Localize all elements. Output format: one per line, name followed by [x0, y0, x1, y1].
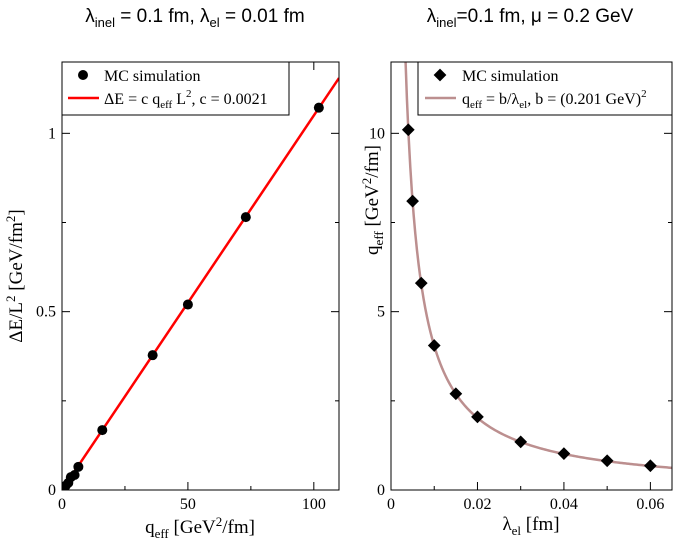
right-data-point [557, 447, 571, 460]
right-legend: MC simulation qeff = b/λel, b = (0.201 G… [417, 61, 673, 116]
right-y-tick-label: 5 [377, 304, 385, 321]
right-x-tick-label: 0.06 [636, 496, 664, 513]
left-data-point [182, 299, 193, 310]
left-legend-mc-label: MC simulation [104, 68, 200, 85]
left-legend-fit-label: ΔE = c qeff L2, c = 0.0021 [104, 88, 268, 111]
left-y-tick-label: 0.5 [36, 304, 56, 321]
right-legend-mc-marker [433, 68, 447, 82]
right-data-point [600, 454, 614, 468]
right-x-tick-label: 0 [387, 496, 395, 513]
left-data-point [147, 350, 158, 361]
right-title: λinel=0.1 fm, μ = 0.2 GeV [427, 6, 634, 30]
right-x-tick-label: 0.04 [550, 496, 578, 513]
left-data-point [240, 212, 251, 223]
right-panel: λinel=0.1 fm, μ = 0.2 GeV 0 0.02 0.04 0.06 0… [359, 6, 673, 538]
left-y-axis-label: ΔE/L2 [GeV/fm2] [3, 209, 27, 342]
left-data-point [69, 470, 80, 481]
right-fit-curve [404, 62, 672, 470]
right-x-tick-label: 0.02 [463, 496, 491, 513]
left-data-point [313, 102, 324, 113]
left-x-axis-label: qeff [GeV2/fm] [145, 514, 255, 541]
left-x-tick-label: 0 [58, 496, 66, 513]
right-data-point [414, 276, 428, 290]
left-x-tick-label: 50 [180, 496, 196, 513]
left-title: λinel = 0.1 fm, λel = 0.01 fm [85, 6, 304, 30]
left-legend-box [61, 61, 290, 116]
right-legend-box [417, 61, 673, 116]
right-y-tick-label: 10 [369, 125, 385, 142]
left-data-point [97, 425, 108, 436]
right-data-point [427, 339, 441, 352]
right-data-point [471, 410, 484, 424]
left-panel: λinel = 0.1 fm, λel = 0.01 fm 0 50 100 0 0.5… [3, 6, 340, 541]
right-plot-frame [390, 61, 673, 491]
left-data-point [73, 461, 84, 472]
right-x-axis-label: λel [fm] [502, 514, 559, 538]
left-fit-line [62, 77, 339, 490]
right-y-tick-label: 0 [377, 482, 385, 499]
left-y-tick-label: 1 [48, 125, 56, 142]
right-data-point [449, 387, 463, 401]
right-legend-fit-label: qeff = b/λel, b = (0.201 GeV)2 [462, 88, 647, 111]
left-x-tick-label: 100 [302, 496, 326, 513]
right-data-point [644, 459, 657, 473]
left-y-tick-label: 0 [48, 482, 56, 499]
right-data-point [406, 194, 419, 208]
right-y-axis-label: qeff [GeV2/fm] [359, 145, 386, 255]
right-data-point [514, 435, 528, 449]
right-data-point [401, 123, 415, 137]
left-legend-mc-marker [78, 70, 88, 80]
right-legend-mc-label: MC simulation [462, 68, 558, 85]
left-legend: MC simulation ΔE = c qeff L2, c = 0.0021 [61, 61, 290, 116]
